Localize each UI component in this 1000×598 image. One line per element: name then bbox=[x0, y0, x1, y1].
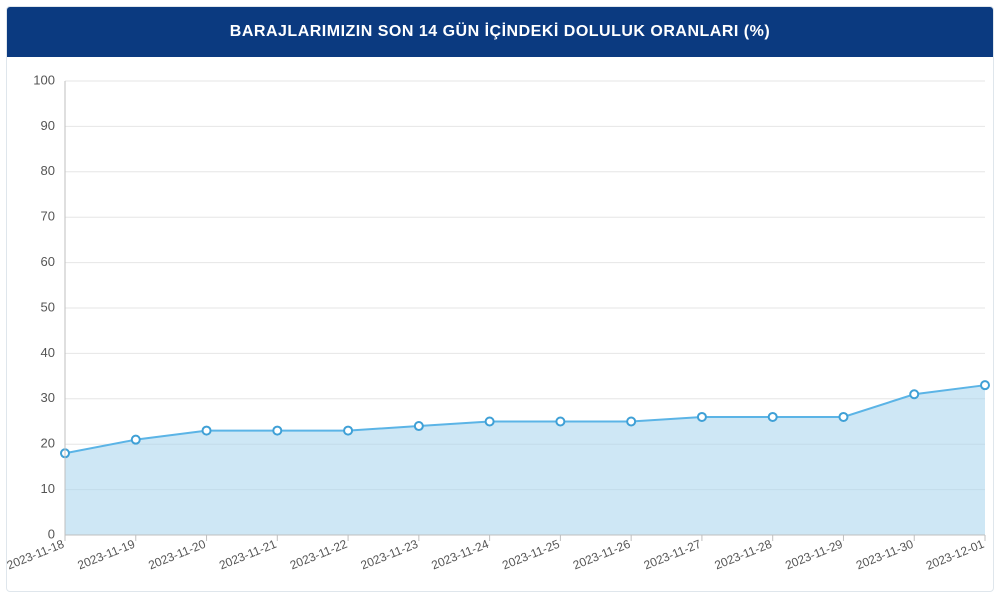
data-point bbox=[627, 418, 635, 426]
y-tick-label: 10 bbox=[41, 481, 55, 496]
y-tick-label: 40 bbox=[41, 345, 55, 360]
data-point bbox=[415, 422, 423, 430]
y-tick-label: 30 bbox=[41, 390, 55, 405]
chart-title: BARAJLARIMIZIN SON 14 GÜN İÇİNDEKİ DOLUL… bbox=[230, 23, 770, 41]
y-tick-label: 80 bbox=[41, 163, 55, 178]
data-point bbox=[698, 413, 706, 421]
x-tick-label: 2023-11-26 bbox=[571, 537, 633, 573]
x-tick-label: 2023-11-20 bbox=[146, 537, 208, 573]
y-tick-label: 20 bbox=[41, 436, 55, 451]
data-point bbox=[839, 413, 847, 421]
chart-header: BARAJLARIMIZIN SON 14 GÜN İÇİNDEKİ DOLUL… bbox=[7, 7, 993, 57]
x-tick-label: 2023-11-28 bbox=[712, 537, 774, 573]
x-tick-label: 2023-11-22 bbox=[288, 537, 350, 573]
y-tick-label: 50 bbox=[41, 299, 55, 314]
x-tick-label: 2023-11-25 bbox=[500, 537, 562, 573]
y-tick-label: 70 bbox=[41, 209, 55, 224]
y-tick-label: 100 bbox=[33, 72, 55, 87]
series-area bbox=[65, 385, 985, 535]
y-tick-label: 60 bbox=[41, 254, 55, 269]
data-point bbox=[910, 390, 918, 398]
x-tick-label: 2023-11-21 bbox=[217, 537, 279, 573]
chart-area: 01020304050607080901002023-11-182023-11-… bbox=[7, 57, 993, 591]
x-tick-label: 2023-11-27 bbox=[642, 537, 704, 573]
data-point bbox=[981, 381, 989, 389]
data-point bbox=[273, 427, 281, 435]
chart-card: BARAJLARIMIZIN SON 14 GÜN İÇİNDEKİ DOLUL… bbox=[6, 6, 994, 592]
x-tick-label: 2023-11-23 bbox=[359, 537, 421, 573]
x-tick-label: 2023-12-01 bbox=[924, 537, 986, 573]
data-point bbox=[132, 436, 140, 444]
data-point bbox=[344, 427, 352, 435]
x-tick-label: 2023-11-30 bbox=[854, 537, 916, 573]
y-tick-label: 90 bbox=[41, 118, 55, 133]
x-tick-label: 2023-11-29 bbox=[783, 537, 845, 573]
area-chart-svg: 01020304050607080901002023-11-182023-11-… bbox=[7, 57, 994, 592]
data-point bbox=[769, 413, 777, 421]
data-point bbox=[556, 418, 564, 426]
x-tick-label: 2023-11-18 bbox=[7, 537, 66, 573]
data-point bbox=[486, 418, 494, 426]
x-tick-label: 2023-11-19 bbox=[76, 537, 138, 573]
x-tick-label: 2023-11-24 bbox=[429, 537, 491, 573]
data-point bbox=[203, 427, 211, 435]
